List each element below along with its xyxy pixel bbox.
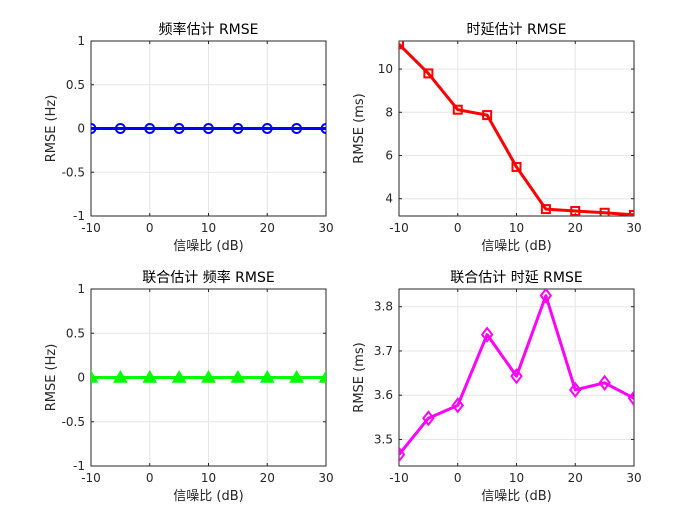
data-point (259, 369, 275, 383)
data-point (318, 369, 326, 383)
x-tick-label: 10 (509, 221, 524, 235)
series-line (399, 43, 634, 216)
y-tick-label: 3.6 (374, 388, 393, 402)
data-point (598, 374, 611, 391)
plot-title: 频率估计 RMSE (159, 21, 259, 38)
y-tick-label: -0.5 (62, 165, 85, 179)
x-tick-label: 0 (146, 221, 154, 235)
data-point (399, 41, 404, 50)
y-tick-label: 3.8 (374, 300, 393, 314)
data-layer (91, 123, 326, 134)
data-point (422, 410, 435, 427)
x-tick-label: 10 (509, 471, 524, 485)
x-tick-label: 20 (568, 471, 583, 485)
subplot-2: -10 0 10 20 30 4 6 8 10 时延估计 RMSE 信噪比 (dB) RMSE (ms… (352, 22, 642, 254)
y-axis-label: RMSE (ms) (352, 93, 367, 163)
x-tick-label: 30 (626, 471, 641, 485)
data-point (113, 369, 128, 383)
data-point (452, 104, 463, 115)
data-point (91, 369, 99, 383)
y-tick-label: 6 (385, 149, 393, 163)
x-tick-label: 0 (454, 221, 462, 235)
data-point (232, 123, 244, 134)
y-tick-label: 4 (385, 192, 393, 206)
data-point (114, 123, 126, 134)
y-tick-label: 3.7 (374, 344, 393, 358)
y-axis-label: RMSE (Hz) (44, 344, 59, 412)
y-tick-label: -1 (73, 459, 85, 473)
y-tick-label: -0.5 (62, 415, 85, 429)
x-tick-label: -10 (81, 221, 101, 235)
y-tick-label: 0 (77, 371, 85, 385)
plot-title: 时延估计 RMSE (467, 22, 567, 38)
data-point (480, 326, 494, 343)
data-point (171, 369, 187, 383)
data-point (423, 68, 434, 79)
y-tick-label: 0.5 (66, 78, 85, 92)
x-axis-label: 信噪比 (dB) (481, 239, 551, 254)
data-point (91, 123, 97, 134)
y-axis-label: RMSE (Hz) (44, 95, 59, 163)
data-point (230, 369, 246, 383)
y-tick-label: 1 (77, 282, 85, 296)
x-tick-label: 20 (260, 221, 275, 235)
subplot-3: -10 0 10 20 30 -1 -0.5 0 0.5 1 联合估计 频率 RMSE 信噪比 (dB… (44, 269, 334, 504)
y-tick-label: 0.5 (66, 326, 85, 340)
x-axis-label: 信噪比 (dB) (481, 489, 551, 504)
x-tick-label: -10 (389, 471, 409, 485)
x-axis-label: 信噪比 (dB) (173, 489, 243, 504)
x-tick-label: 10 (201, 471, 216, 485)
y-tick-label: 8 (385, 105, 393, 119)
data-point (203, 123, 214, 134)
data-point (173, 123, 185, 134)
data-point (291, 123, 303, 134)
y-tick-label: 0 (77, 122, 85, 136)
data-point (629, 209, 634, 216)
series-line (399, 294, 634, 456)
data-point (201, 369, 216, 383)
x-tick-label: 10 (201, 221, 216, 235)
x-tick-label: -10 (389, 221, 409, 235)
x-tick-label: 20 (260, 471, 275, 485)
x-tick-label: 0 (454, 471, 462, 485)
data-point (482, 110, 493, 121)
y-tick-label: 3.5 (374, 432, 393, 446)
data-point (399, 446, 406, 463)
subplot-4: -10 0 10 20 30 3.5 3.6 3.7 3.8 联合估计 时延 RMSE 信噪比 (d… (352, 270, 642, 504)
data-point (540, 204, 551, 215)
plot-title: 联合估计 频率 RMSE (142, 269, 274, 286)
data-point (142, 369, 158, 383)
data-point (510, 368, 523, 385)
data-point (627, 390, 634, 407)
data-point (261, 123, 273, 134)
data-point (599, 207, 610, 216)
data-point (511, 161, 522, 172)
x-tick-label: 30 (626, 221, 641, 235)
data-layer (399, 289, 634, 463)
y-tick-label: 1 (77, 34, 85, 48)
x-tick-label: -10 (81, 471, 101, 485)
plot-title: 联合估计 时延 RMSE (450, 270, 582, 286)
data-point (568, 381, 582, 399)
x-tick-label: 0 (146, 471, 154, 485)
x-tick-label: 20 (568, 221, 583, 235)
data-point (144, 123, 156, 134)
y-axis-label: RMSE (ms) (352, 342, 367, 412)
subplot-1: -10 0 10 20 30 -1 -0.5 0 0.5 1 频率估计 RMSE 信噪比 (dB) RM… (44, 21, 334, 254)
y-tick-label: 10 (378, 62, 393, 76)
data-layer (399, 41, 634, 216)
data-point (539, 289, 553, 304)
data-point (451, 397, 465, 414)
x-tick-label: 30 (318, 471, 333, 485)
y-tick-label: -1 (73, 209, 85, 223)
x-tick-label: 30 (318, 221, 333, 235)
data-point (320, 123, 326, 134)
data-point (289, 369, 304, 383)
data-point (570, 206, 581, 216)
x-axis-label: 信噪比 (dB) (173, 239, 243, 254)
data-layer (91, 369, 326, 383)
